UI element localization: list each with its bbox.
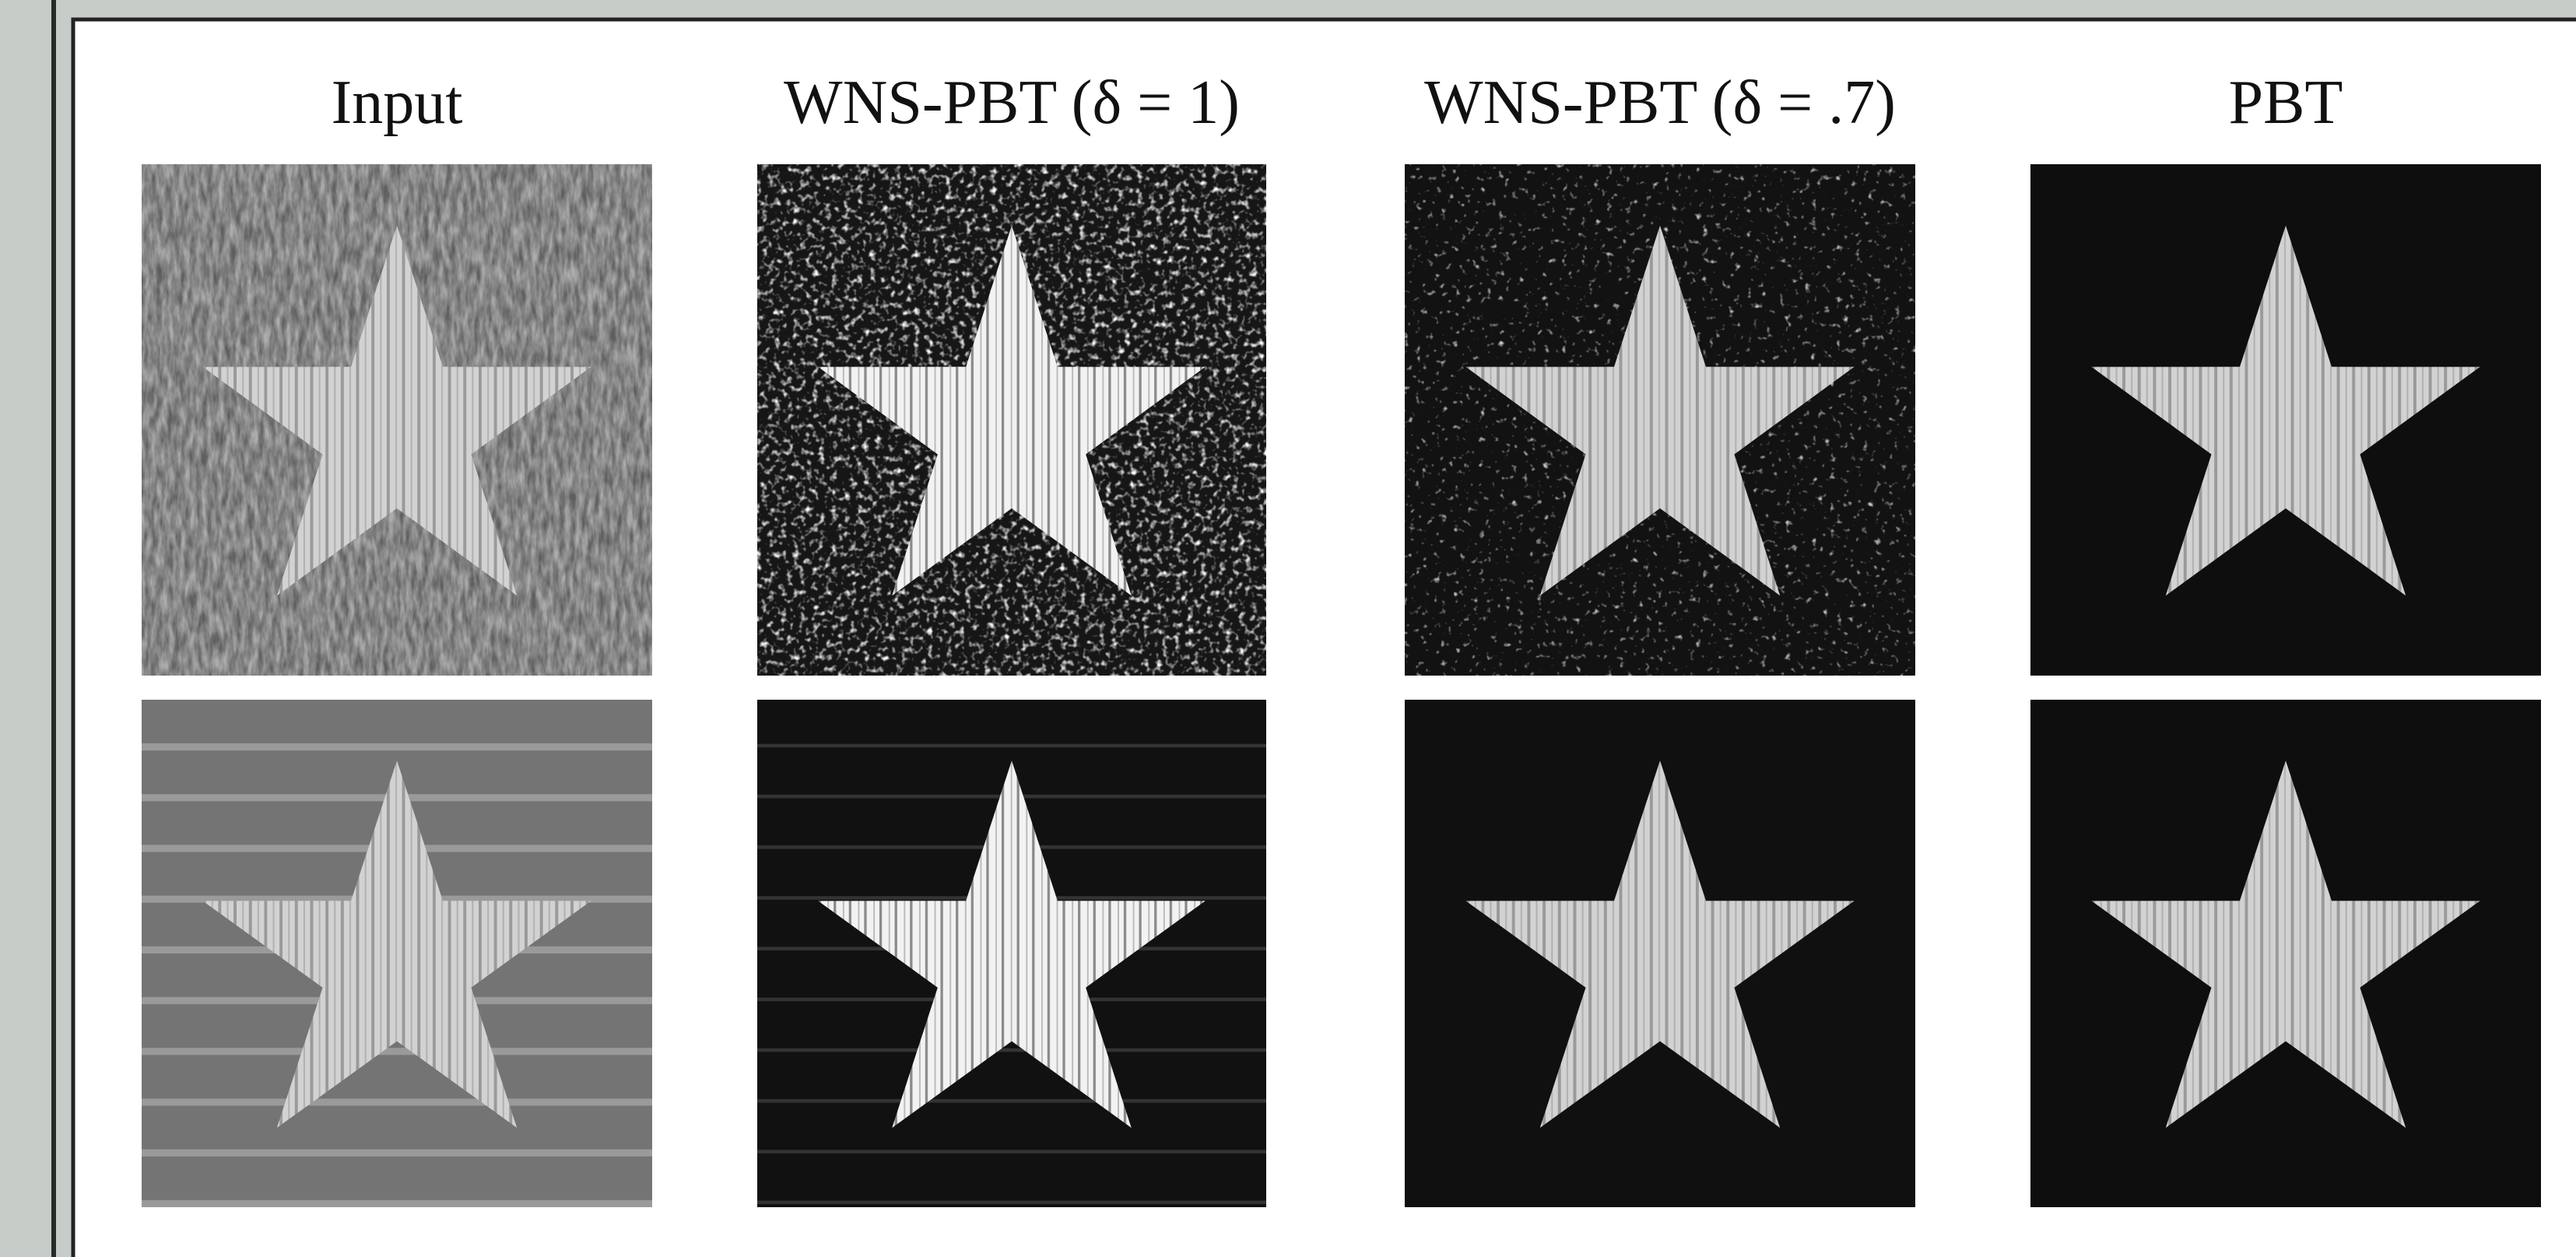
- wns-pbt-07-grass-image: [1405, 164, 1915, 676]
- pbt-grass-image: [2030, 164, 2541, 676]
- left-rule: [51, 0, 56, 1257]
- wns-pbt-07-brick-image: [1405, 700, 1915, 1207]
- column-title: PBT: [2229, 68, 2343, 137]
- wns-pbt-1-grass-image: [757, 164, 1266, 676]
- input-brick-image: [142, 700, 652, 1207]
- pbt-brick-image: [2030, 700, 2541, 1207]
- column-title: Input: [332, 68, 463, 137]
- wns-pbt-1-brick-image: [757, 700, 1266, 1207]
- page: InputWNS-PBT (δ = 1)WNS-PBT (δ = .7)PBT …: [0, 0, 2576, 1257]
- column-title: WNS-PBT (δ = .7): [1424, 68, 1896, 137]
- figure-screenshot: Input WNS-PBT (δ = 1) WNS-PBT (δ = .7) PBT: [0, 0, 2576, 1257]
- column-title: WNS-PBT (δ = 1): [784, 68, 1240, 137]
- input-grass-image: [142, 164, 652, 676]
